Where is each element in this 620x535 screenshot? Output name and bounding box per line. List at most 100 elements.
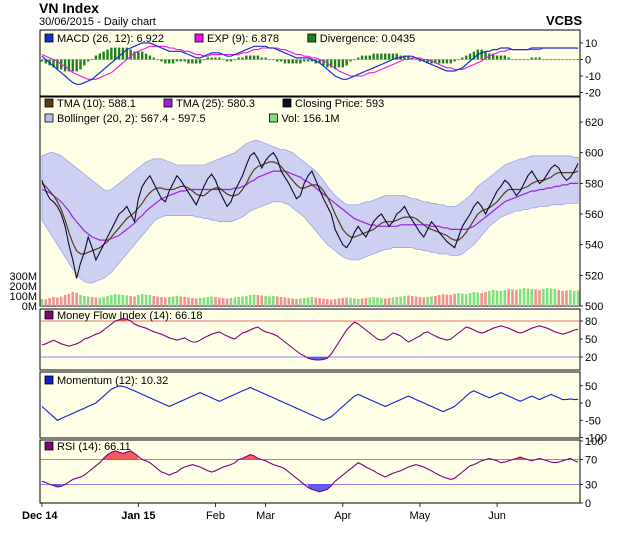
volume-bar	[395, 297, 399, 306]
momentum-tick-label-2: -50	[585, 415, 601, 427]
macd-tick-label-0: 10	[585, 38, 597, 50]
macd-legend-label-2: Divergence: 0.0435	[320, 33, 415, 45]
mfi-legend-swatch-0	[44, 310, 54, 320]
mfi-tick-label-0: 80	[585, 316, 597, 328]
volume-bar	[322, 298, 325, 306]
macd-legend-swatch-1	[194, 33, 204, 43]
macd-divergence-bar	[168, 59, 171, 64]
volume-bar	[372, 297, 375, 306]
macd-divergence-bar	[407, 55, 410, 60]
volume-bar	[399, 296, 402, 306]
macd-divergence-bar	[291, 59, 294, 64]
macd-divergence-bar	[546, 59, 549, 61]
volume-bar	[206, 297, 210, 306]
macd-divergence-bar	[530, 57, 533, 60]
volume-bar	[171, 296, 175, 306]
macd-divergence-bar	[418, 59, 422, 62]
volume-bar	[480, 293, 483, 306]
volume-bar	[364, 298, 368, 306]
macd-divergence-bar	[276, 59, 279, 62]
rsi-panel-frame	[39, 439, 581, 504]
bollinger-band	[41, 140, 579, 284]
volume-bar	[63, 295, 67, 306]
macd-divergence-bar	[71, 59, 74, 72]
volume-bar	[572, 291, 576, 306]
volume-bar	[391, 297, 395, 306]
macd-divergence-bar	[79, 59, 82, 70]
macd-divergence-bar	[461, 57, 464, 60]
volume-bar	[434, 296, 437, 306]
volume-bar	[337, 298, 341, 306]
macd-divergence-bar	[322, 59, 325, 66]
volume-bar	[488, 291, 491, 306]
price-legend-label-0: TMA (10): 588.1	[57, 98, 136, 110]
volume-tick-label-2: 100M	[9, 291, 37, 303]
macd-divergence-bar	[364, 55, 368, 60]
volume-bar	[221, 298, 225, 306]
volume-bar	[526, 288, 530, 306]
macd-divergence-bar	[557, 59, 560, 61]
macd-divergence-bar	[114, 47, 117, 60]
macd-divergence-bar	[306, 59, 310, 62]
macd-divergence-bar	[380, 53, 383, 60]
macd-divergence-bar	[403, 55, 406, 60]
chart-subtitle: 30/06/2015 - Daily chart	[39, 16, 156, 28]
macd-divergence-bar	[333, 59, 337, 70]
macd-divergence-bar	[110, 47, 113, 60]
momentum-tick-label-0: 50	[585, 381, 597, 393]
price-tick-label-6: 500	[585, 301, 603, 313]
x-axis-label-1: Jan 15	[121, 510, 155, 522]
volume-bar	[461, 293, 464, 306]
macd-divergence-bar	[542, 59, 545, 61]
macd-divergence-bar	[349, 59, 352, 62]
volume-bar	[426, 297, 429, 306]
macd-divergence-bar	[522, 59, 526, 61]
volume-bar	[418, 297, 422, 306]
macd-divergence-bar	[222, 59, 225, 61]
volume-bar	[86, 296, 90, 306]
macd-divergence-bar	[414, 59, 418, 61]
macd-divergence-bar	[272, 59, 275, 61]
volume-bar	[202, 297, 206, 306]
volume-bar	[179, 296, 183, 306]
macd-divergence-bar	[384, 53, 387, 60]
macd-divergence-bar	[353, 59, 356, 61]
rsi-legend-swatch-0	[44, 441, 54, 451]
volume-bar	[476, 292, 480, 306]
macd-divergence-bar	[368, 55, 371, 60]
volume-bar	[106, 296, 109, 306]
macd-divergence-bar	[387, 53, 391, 60]
volume-bar	[306, 297, 310, 306]
volume-bar	[98, 298, 102, 306]
macd-divergence-bar	[206, 57, 209, 60]
macd-divergence-bar	[268, 59, 271, 61]
macd-divergence-bar	[260, 57, 263, 60]
volume-bar	[491, 290, 495, 306]
volume-bar	[407, 295, 410, 306]
volume-bar	[553, 289, 557, 306]
x-axis-label-5: May	[410, 510, 431, 522]
closing-price-line	[41, 151, 579, 279]
volume-bar	[515, 290, 518, 306]
macd-divergence-bar	[391, 53, 395, 60]
volume-bar	[268, 296, 271, 306]
macd-divergence-bar	[345, 59, 348, 66]
volume-tick-label-0: 300M	[9, 271, 37, 283]
volume-bar	[503, 290, 507, 306]
volume-bar	[565, 290, 568, 306]
volume-bar	[256, 295, 260, 306]
volume-bar	[160, 297, 163, 306]
volume-bar	[175, 296, 179, 306]
macd-divergence-bar	[511, 59, 514, 61]
volume-bar	[214, 297, 217, 306]
volume-bar	[495, 290, 499, 306]
macd-divergence-bar	[549, 59, 553, 61]
volume-bar	[140, 294, 144, 306]
volume-bar	[542, 289, 545, 306]
macd-divergence-bar	[229, 59, 233, 62]
macd-divergence-bar	[480, 49, 483, 60]
macd-divergence-bar	[241, 57, 244, 60]
macd-divergence-bar	[233, 59, 236, 61]
momentum-panel-frame	[39, 371, 581, 439]
macd-divergence-bar	[453, 59, 456, 62]
